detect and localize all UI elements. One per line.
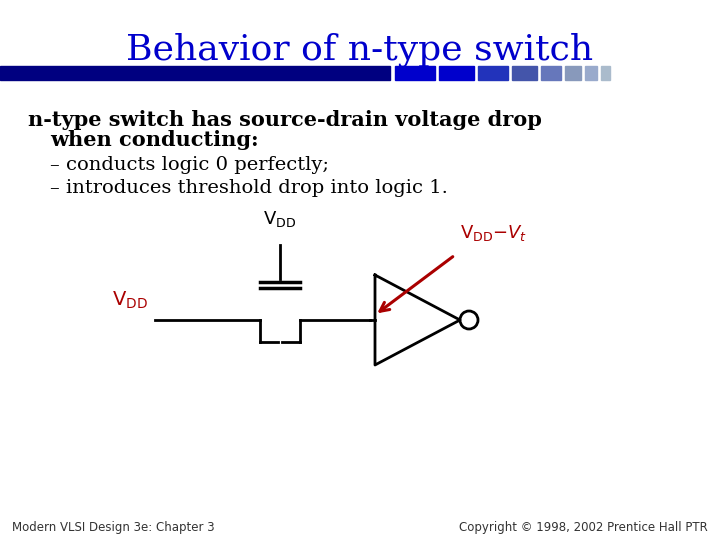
Text: $\mathrm{V_{DD}}$: $\mathrm{V_{DD}}$	[112, 289, 148, 310]
Bar	[439, 66, 474, 80]
Text: Copyright © 1998, 2002 Prentice Hall PTR: Copyright © 1998, 2002 Prentice Hall PTR	[459, 522, 708, 535]
Text: – introduces threshold drop into logic 1.: – introduces threshold drop into logic 1…	[50, 179, 448, 197]
Text: when conducting:: when conducting:	[50, 130, 258, 150]
Bar	[601, 66, 610, 80]
Text: $\mathrm{V_{DD}}$$ - V_t$: $\mathrm{V_{DD}}$$ - V_t$	[460, 223, 527, 243]
Bar	[512, 66, 537, 80]
Text: Behavior of n-type switch: Behavior of n-type switch	[127, 33, 593, 68]
Bar	[565, 66, 581, 80]
Bar	[478, 66, 508, 80]
Bar	[395, 66, 435, 80]
Bar	[541, 66, 561, 80]
Text: Modern VLSI Design 3e: Chapter 3: Modern VLSI Design 3e: Chapter 3	[12, 522, 215, 535]
Text: n-type switch has source-drain voltage drop: n-type switch has source-drain voltage d…	[28, 110, 542, 130]
Bar	[585, 66, 597, 80]
Text: $\mathrm{V_{DD}}$: $\mathrm{V_{DD}}$	[264, 209, 297, 229]
Text: – conducts logic 0 perfectly;: – conducts logic 0 perfectly;	[50, 156, 329, 174]
Bar	[0, 66, 390, 80]
